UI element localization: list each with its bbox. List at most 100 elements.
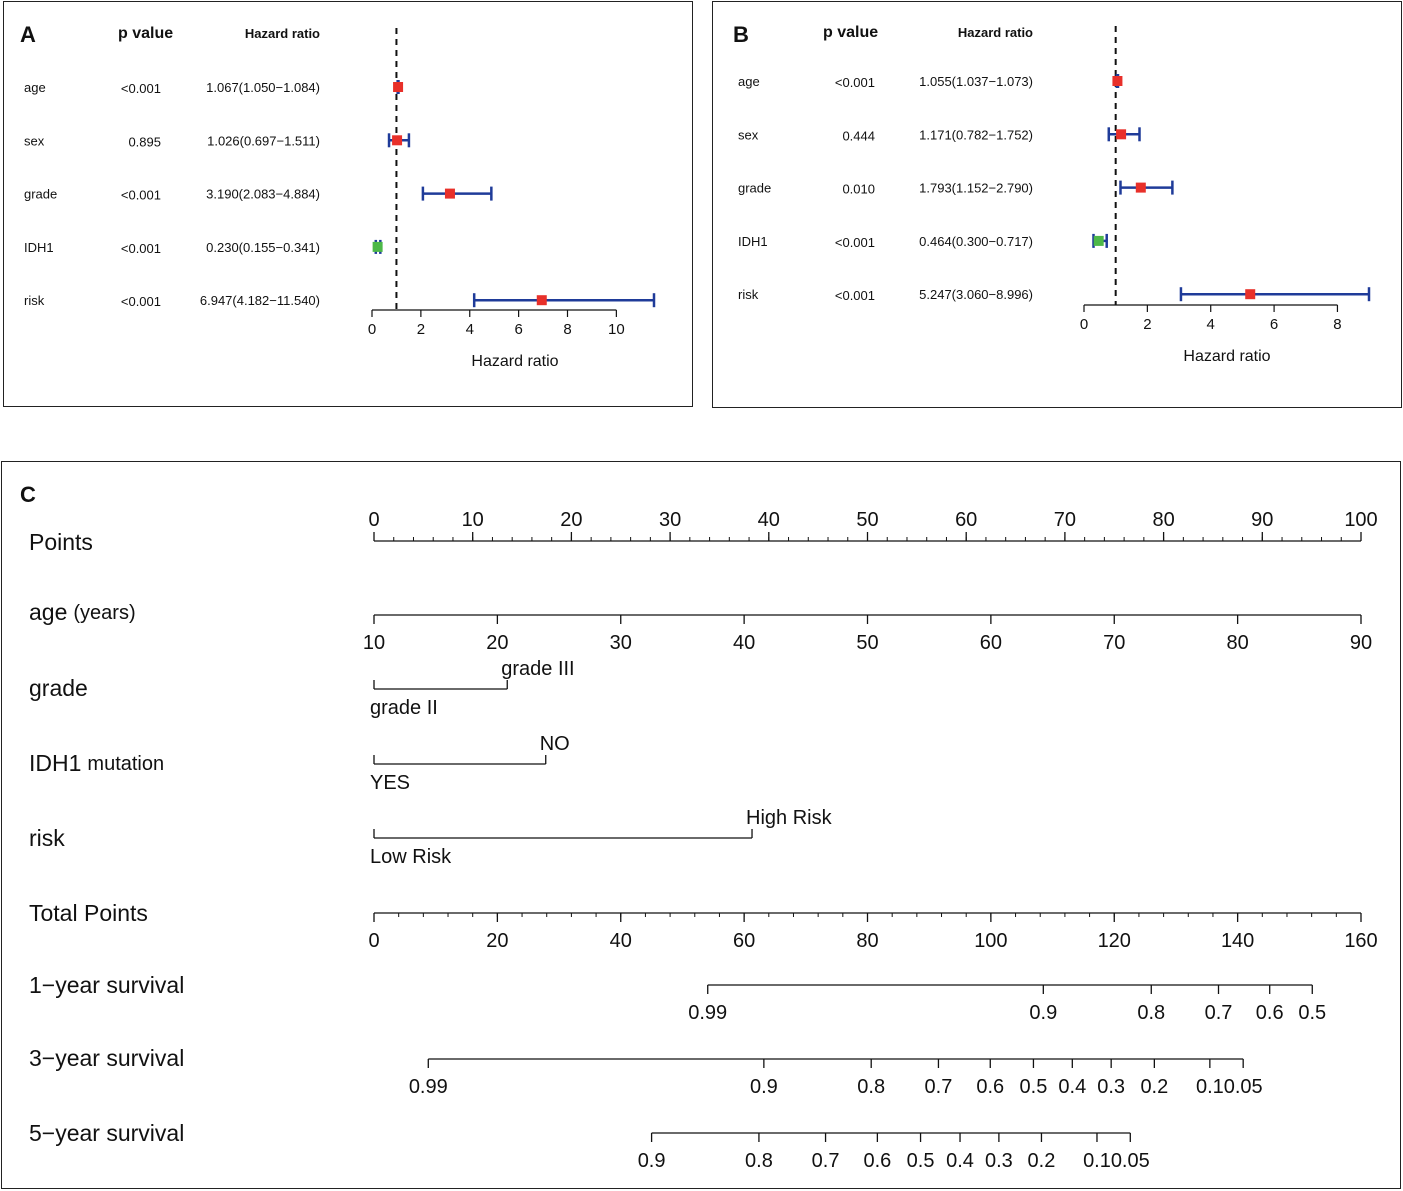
row-p-value: <0.001: [121, 188, 161, 203]
survival-tick-label: 0.4: [946, 1150, 974, 1172]
row-label-grade: grade: [24, 187, 57, 202]
x-tick-label: 2: [1143, 316, 1151, 333]
survival-tick-label: 0.6: [976, 1076, 1004, 1098]
hr-point: [372, 241, 383, 252]
survival-tick-label: 0.5: [1298, 1002, 1326, 1024]
x-axis-title: Hazard ratio: [1183, 348, 1270, 365]
row-p-value: <0.001: [835, 288, 875, 303]
row-label-risk: risk: [738, 287, 759, 302]
row-p-value: 0.010: [842, 182, 875, 197]
row-label-s5: 5−year survival: [29, 1120, 184, 1146]
tick-label-age: 70: [1103, 632, 1125, 654]
tick-label-points: 90: [1251, 509, 1273, 531]
row-hr-text: 1.055(1.037−1.073): [919, 74, 1033, 89]
x-tick-label: 6: [514, 321, 522, 338]
row-hr-text: 1.026(0.697−1.511): [207, 133, 320, 148]
row-label-grade: grade: [29, 675, 88, 701]
survival-tick-label: 0.6: [1256, 1002, 1284, 1024]
survival-tick-label: 0.2: [1028, 1150, 1056, 1172]
row-label-idh1: IDH1: [738, 234, 768, 249]
nomogram-panel-c: C Points 0 10 20 30 40 50 60 70 80 90 100 age (years) 1…: [1, 461, 1401, 1189]
tick-label-total: 80: [856, 930, 878, 952]
tick-label-total: 140: [1221, 930, 1254, 952]
row-p-value: <0.001: [121, 241, 161, 256]
row-label-sex: sex: [738, 127, 759, 142]
hr-point: [536, 295, 547, 306]
row-label-idh1: IDH1: [24, 240, 54, 255]
x-tick-label: 4: [466, 321, 474, 338]
survival-tick-label: 0.6: [863, 1150, 891, 1172]
survival-tick-label: 0.05: [1224, 1076, 1263, 1098]
row-p-value: 0.444: [842, 128, 875, 143]
x-tick-label: 0: [1080, 316, 1088, 333]
tick-label-points: 0: [368, 509, 379, 531]
x-tick-label: 8: [563, 321, 571, 338]
tick-label-total: 60: [733, 930, 755, 952]
row-p-value: <0.001: [835, 235, 875, 250]
x-tick-label: 10: [608, 321, 625, 338]
tick-label-age: 90: [1350, 632, 1372, 654]
row-hr-text: 1.793(1.152−2.790): [919, 181, 1033, 196]
survival-tick-label: 0.9: [1029, 1002, 1057, 1024]
row-label-risk: risk: [24, 293, 45, 308]
level-label-high: grade III: [501, 658, 574, 680]
tick-label-points: 60: [955, 509, 977, 531]
survival-tick-label: 0.99: [688, 1002, 727, 1024]
tick-label-age: 60: [980, 632, 1002, 654]
row-label-points: Points: [29, 529, 93, 555]
x-tick-label: 4: [1207, 316, 1215, 333]
row-label-unit: (years): [73, 602, 135, 624]
tick-label-age: 10: [363, 632, 385, 654]
tick-label-points: 70: [1054, 509, 1076, 531]
tick-label-age: 40: [733, 632, 755, 654]
survival-tick-label: 0.9: [750, 1076, 778, 1098]
row-label-age: age: [24, 80, 46, 95]
row-label-total: Total Points: [29, 900, 148, 926]
survival-tick-label: 0.7: [812, 1150, 840, 1172]
survival-tick-label: 0.99: [409, 1076, 448, 1098]
survival-tick-label: 0.5: [907, 1150, 935, 1172]
row-label-unit: mutation: [87, 753, 164, 775]
tick-label-total: 40: [610, 930, 632, 952]
panel-label: A: [20, 22, 36, 47]
row-hr-text: 5.247(3.060−8.996): [919, 287, 1033, 302]
survival-tick-label: 0.8: [1137, 1002, 1165, 1024]
level-label-low: Low Risk: [370, 846, 452, 868]
tick-label-points: 100: [1344, 509, 1377, 531]
row-hr-text: 0.464(0.300−0.717): [919, 234, 1033, 249]
row-label-grade: grade: [738, 181, 771, 196]
row-hr-text: 6.947(4.182−11.540): [200, 293, 320, 308]
tick-label-total: 100: [974, 930, 1007, 952]
row-p-value: 0.895: [128, 134, 161, 149]
hr-point: [393, 82, 404, 92]
row-label-s1: 1−year survival: [29, 972, 184, 998]
tick-label-total: 120: [1098, 930, 1131, 952]
survival-tick-label: 0.8: [857, 1076, 885, 1098]
hr-point: [1245, 289, 1256, 300]
tick-label-points: 20: [560, 509, 582, 531]
x-tick-label: 2: [417, 321, 425, 338]
tick-label-points: 40: [758, 509, 780, 531]
tick-label-total: 20: [486, 930, 508, 952]
tick-label-points: 30: [659, 509, 681, 531]
row-hr-text: 3.190(2.083−4.884): [206, 187, 320, 202]
row-label-idh1: IDH1 mutation: [29, 750, 164, 776]
survival-tick-label: 0.3: [985, 1150, 1013, 1172]
header-hazard-ratio: Hazard ratio: [245, 26, 320, 41]
row-label-age: age: [738, 74, 760, 89]
level-label-high: High Risk: [746, 807, 833, 829]
level-label-high: NO: [540, 733, 570, 755]
x-tick-label: 6: [1270, 316, 1278, 333]
header-hazard-ratio: Hazard ratio: [958, 25, 1033, 40]
survival-tick-label: 0.2: [1140, 1076, 1168, 1098]
survival-tick-label: 0.9: [638, 1150, 666, 1172]
tick-label-points: 50: [856, 509, 878, 531]
row-p-value: <0.001: [835, 75, 875, 90]
level-label-low: grade II: [370, 697, 438, 719]
tick-label-total: 160: [1344, 930, 1377, 952]
